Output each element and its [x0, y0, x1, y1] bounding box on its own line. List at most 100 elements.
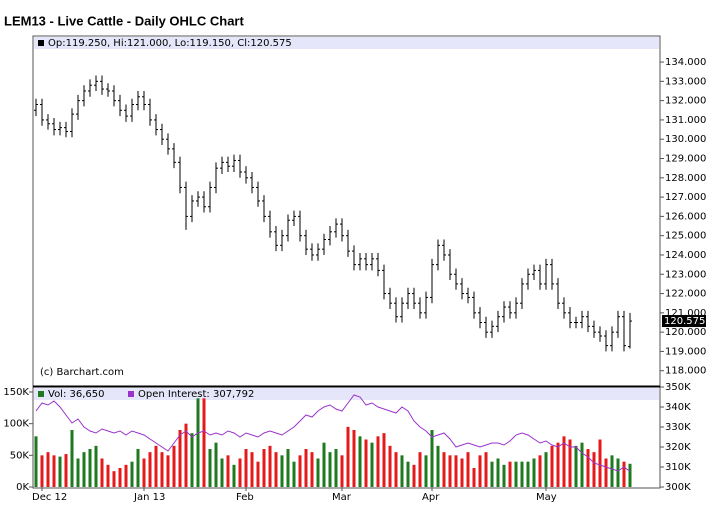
volume-bar	[280, 455, 284, 487]
volume-bar	[208, 449, 212, 487]
volume-tick-label: 50K	[10, 450, 30, 461]
volume-bar	[478, 455, 482, 487]
volume-bar	[136, 449, 140, 487]
oi-tick-label: 330K	[665, 422, 691, 433]
volume-bar	[328, 452, 332, 487]
volume-bar	[298, 455, 302, 487]
volume-bar	[412, 464, 416, 487]
volume-bar	[232, 464, 236, 487]
volume-bar	[370, 442, 374, 487]
volume-bar	[160, 452, 164, 487]
volume-bar	[40, 455, 44, 487]
volume-bar	[322, 442, 326, 487]
info-swatch	[38, 40, 44, 46]
volume-bar	[502, 464, 506, 487]
volume-bar	[352, 430, 356, 487]
oi-tick-label: 300K	[665, 482, 691, 493]
volume-bar	[94, 445, 98, 487]
y-tick-label: 132.000	[665, 96, 706, 107]
volume-bar	[496, 458, 500, 487]
volume-bar	[76, 458, 80, 487]
y-tick-label: 127.000	[665, 192, 706, 203]
y-tick-label: 123.000	[665, 269, 706, 280]
volume-bar	[628, 463, 632, 487]
volume-bar	[376, 436, 380, 487]
volume-bar	[154, 445, 158, 487]
volume-bar	[622, 461, 626, 487]
volume-bar	[382, 433, 386, 487]
volume-bar	[574, 445, 578, 487]
volume-bar	[544, 452, 548, 487]
volume-bar	[190, 433, 194, 487]
volume-bar	[604, 458, 608, 487]
volume-bar	[472, 468, 476, 487]
volume-bar	[598, 439, 602, 487]
y-tick-label: 124.000	[665, 250, 706, 261]
credit: (c) Barchart.com	[40, 367, 124, 378]
volume-bar	[508, 461, 512, 487]
volume-bar	[526, 461, 530, 487]
y-tick-label: 126.000	[665, 211, 706, 222]
volume-bar	[580, 442, 584, 487]
volume-bar	[514, 461, 518, 487]
volume-bar	[64, 454, 68, 487]
volume-bar	[466, 452, 470, 487]
volume-bar	[112, 471, 116, 487]
volume-bar	[184, 423, 188, 487]
x-tick-label: Jan 13	[133, 492, 165, 503]
price-panel	[32, 35, 661, 387]
volume-bar	[100, 458, 104, 487]
volume-bar	[562, 436, 566, 487]
last-price-box	[662, 315, 706, 328]
volume-strip	[34, 388, 659, 400]
volume-bar	[424, 455, 428, 487]
volume-bar	[52, 455, 56, 487]
volume-bar	[286, 449, 290, 487]
x-tick-label: May	[536, 492, 557, 503]
volume-bar	[442, 452, 446, 487]
volume-swatch	[38, 391, 44, 397]
y-tick-label: 133.000	[665, 76, 706, 87]
volume-bar	[586, 449, 590, 487]
volume-bar	[616, 458, 620, 487]
volume-bar	[82, 452, 86, 487]
volume-bar	[400, 455, 404, 487]
y-tick-label: 119.000	[665, 346, 706, 357]
volume-bar	[568, 439, 572, 487]
volume-bar	[394, 452, 398, 487]
volume-legend: Vol: 36,650	[48, 389, 105, 400]
volume-bar	[538, 455, 542, 487]
oi-swatch	[128, 391, 134, 397]
y-tick-label: 118.000	[665, 366, 706, 377]
volume-tick-label: 100K	[3, 419, 29, 430]
volume-tick-label: 150K	[3, 387, 29, 398]
volume-bar	[532, 458, 536, 487]
y-tick-label: 120.000	[665, 327, 706, 338]
volume-bar	[250, 452, 254, 487]
oi-tick-label: 350K	[665, 382, 691, 393]
volume-bar	[58, 456, 62, 487]
volume-bar	[124, 464, 128, 487]
volume-bar	[592, 452, 596, 487]
volume-bar	[364, 439, 368, 487]
volume-bar	[406, 461, 410, 487]
volume-bar	[520, 461, 524, 487]
volume-bar	[436, 445, 440, 487]
y-tick-label: 129.000	[665, 154, 706, 165]
volume-bar	[214, 442, 218, 487]
volume-bar	[430, 430, 434, 487]
y-tick-label: 125.000	[665, 231, 706, 242]
y-tick-label: 128.000	[665, 173, 706, 184]
volume-bar	[220, 458, 224, 487]
volume-bar	[202, 398, 206, 487]
volume-bar	[244, 449, 248, 487]
volume-bar	[304, 449, 308, 487]
x-tick-label: Mar	[332, 492, 352, 503]
oi-tick-label: 340K	[665, 402, 691, 413]
volume-bar	[238, 458, 242, 487]
oi-tick-label: 310K	[665, 462, 691, 473]
oi-tick-label: 320K	[665, 442, 691, 453]
volume-bar	[310, 452, 314, 487]
volume-bar	[256, 461, 260, 487]
